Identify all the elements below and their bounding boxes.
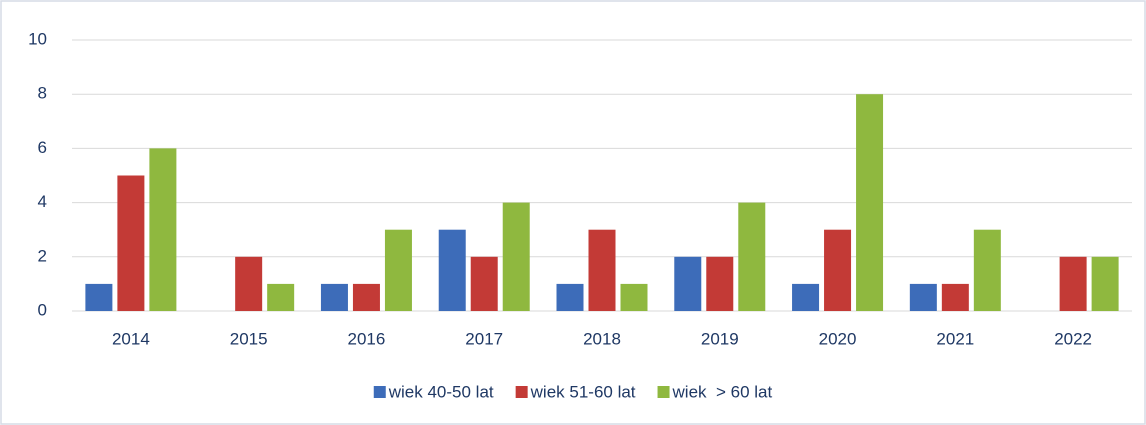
bar xyxy=(320,283,348,311)
bar xyxy=(588,229,616,311)
bar xyxy=(556,283,584,311)
bar xyxy=(674,256,702,311)
bar xyxy=(909,283,937,311)
x-tick-label: 2018 xyxy=(583,329,621,348)
legend-swatch xyxy=(515,386,528,398)
bar xyxy=(856,94,884,311)
bar xyxy=(941,283,969,311)
y-tick-label: 0 xyxy=(38,300,47,319)
y-tick-label: 4 xyxy=(38,192,47,211)
y-tick-label: 2 xyxy=(38,246,47,265)
bar xyxy=(824,229,852,311)
bar xyxy=(1091,256,1119,311)
x-tick-label: 2015 xyxy=(230,329,268,348)
legend-label: wiek 40-50 lat xyxy=(388,382,494,401)
bar xyxy=(117,175,145,311)
x-tick-label: 2017 xyxy=(465,329,503,348)
bar xyxy=(706,256,734,311)
x-tick-label: 2016 xyxy=(348,329,386,348)
legend-swatch xyxy=(373,386,386,398)
legend-swatch xyxy=(657,386,670,398)
y-tick-label: 8 xyxy=(38,84,47,103)
bar xyxy=(620,283,648,311)
legend-label: wiek > 60 lat xyxy=(672,382,773,401)
bar xyxy=(267,283,295,311)
bar xyxy=(384,229,412,311)
y-tick-label: 6 xyxy=(38,138,47,157)
legend-label: wiek 51-60 lat xyxy=(530,382,636,401)
bar xyxy=(438,229,466,311)
bar xyxy=(352,283,380,311)
y-tick-label: 10 xyxy=(28,29,47,48)
bar xyxy=(792,283,820,311)
x-tick-label: 2019 xyxy=(701,329,739,348)
bar xyxy=(470,256,498,311)
bar xyxy=(502,202,530,311)
bar xyxy=(738,202,766,311)
bar xyxy=(1059,256,1087,311)
bar xyxy=(85,283,113,311)
bar xyxy=(235,256,263,311)
x-tick-label: 2021 xyxy=(936,329,974,348)
bar xyxy=(973,229,1001,311)
x-tick-label: 2022 xyxy=(1054,329,1092,348)
x-tick-label: 2020 xyxy=(819,329,857,348)
x-tick-label: 2014 xyxy=(112,329,150,348)
bar xyxy=(149,148,177,311)
